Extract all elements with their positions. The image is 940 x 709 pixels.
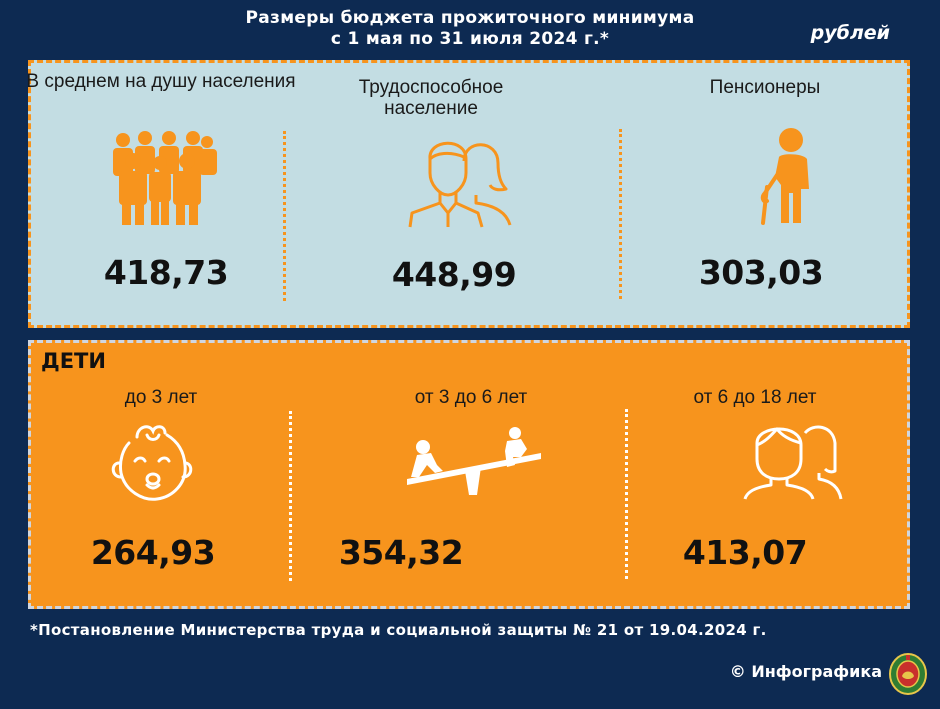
adults-panel: В среднем на душу населения 418,73 Тру [26, 60, 910, 328]
3to6-value: 354,32 [338, 533, 464, 572]
credit: © Инфографика [729, 662, 882, 681]
baby-face-icon [111, 425, 193, 501]
working-label: Трудоспособное население [358, 77, 504, 119]
pensioners-label: Пенсионеры [709, 77, 821, 98]
unit-label: рублей [810, 22, 890, 44]
under3-label: до 3 лет [124, 387, 198, 408]
children-6to18-column: от 6 до 18 лет 413,07 [631, 343, 907, 606]
seesaw-icon [407, 427, 541, 495]
average-value: 418,73 [103, 253, 229, 292]
adults-average-column: В среднем на душу населения 418,73 [26, 63, 301, 325]
under3-value: 264,93 [90, 533, 216, 572]
emblem-icon [889, 653, 927, 695]
6to18-value: 413,07 [682, 533, 808, 572]
adults-pensioners-column: Пенсионеры 303,03 [631, 63, 907, 325]
couple-icon [408, 141, 512, 228]
title-line-1: Размеры бюджета прожиточного минимума [245, 8, 695, 28]
elderly-person-icon [760, 128, 809, 225]
children-under3-column: до 3 лет 264,93 [31, 343, 291, 606]
adults-working-column: Трудоспособное население 448,99 [301, 63, 631, 325]
footnote: *Постановление Министерства труда и соци… [30, 621, 767, 639]
6to18-label: от 6 до 18 лет [693, 387, 817, 408]
pensioners-value: 303,03 [698, 253, 824, 292]
infographic-title: Размеры бюджета прожиточного минимума с … [0, 8, 940, 50]
divider [619, 129, 622, 299]
average-label: В среднем на душу населения [26, 71, 296, 92]
divider [283, 131, 286, 301]
people-group-icon [113, 131, 217, 225]
3to6-label: от 3 до 6 лет [414, 387, 528, 408]
children-3to6-column: от 3 до 6 лет 354,32 [291, 343, 631, 606]
divider [289, 411, 292, 581]
children-heading: ДЕТИ [41, 349, 106, 373]
divider [625, 409, 628, 579]
children-panel: ДЕТИ до 3 лет 264,93 от 3 до 6 лет [28, 340, 910, 609]
title-line-2: с 1 мая по 31 июля 2024 г.* [330, 29, 610, 49]
kids-icon [743, 425, 843, 500]
working-value: 448,99 [391, 255, 517, 294]
